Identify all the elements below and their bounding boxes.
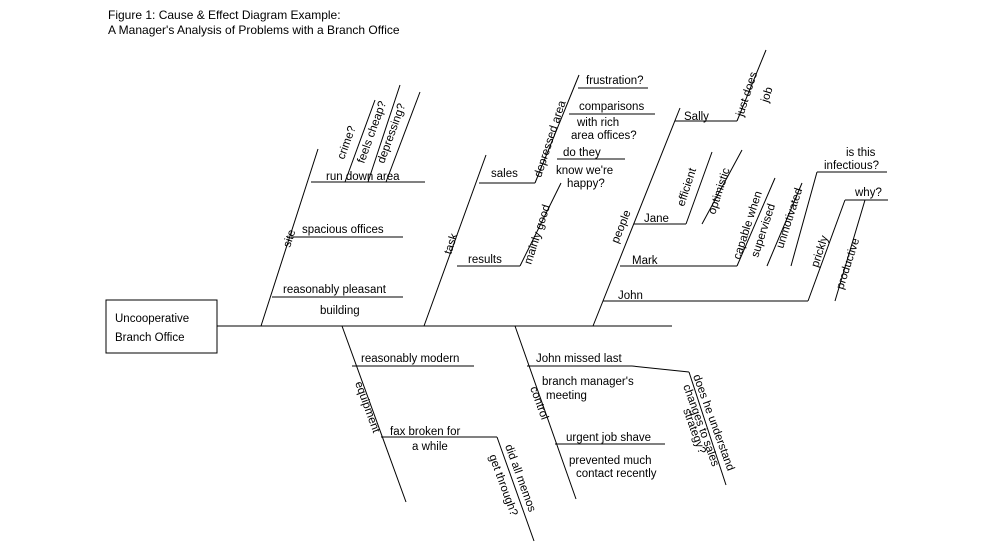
- comparisons-label-2: with rich: [576, 117, 619, 129]
- control-bone: [514, 325, 577, 500]
- depressing-line: [385, 91, 421, 183]
- prevented-label-2: contact recently: [576, 468, 657, 480]
- frustration-label: frustration?: [586, 75, 644, 87]
- site-bone: [260, 148, 319, 327]
- john-label: John: [618, 290, 643, 302]
- efficient-label: efficient: [675, 166, 699, 208]
- people-label: people: [610, 209, 634, 246]
- effect-box: [105, 299, 218, 354]
- do-they-label-3: happy?: [567, 178, 605, 190]
- is-this-line: [790, 171, 818, 267]
- reasonably-modern-label: reasonably modern: [361, 353, 459, 365]
- unmotivated-line: [766, 182, 803, 267]
- sales-label: sales: [491, 168, 518, 180]
- run-down-area-label: run down area: [326, 171, 400, 183]
- feels-cheap-line: [367, 84, 401, 183]
- why-label: why?: [854, 187, 882, 199]
- depressed-area-line: [534, 74, 580, 184]
- equipment-label: equipment: [352, 380, 382, 435]
- john-missed-label: John missed last: [536, 353, 622, 365]
- productive-line: [834, 199, 866, 302]
- comparisons-label-1: comparisons: [579, 101, 644, 113]
- do-they-label-2: know we're: [556, 165, 613, 177]
- effect-label-line2: Branch Office: [115, 332, 184, 344]
- memos-line: [496, 436, 535, 542]
- fax-label-1: fax broken for: [390, 426, 460, 438]
- just-does-label: just does: [734, 70, 760, 119]
- optimistic-label: optimistic: [706, 166, 732, 216]
- just-does-line: [736, 49, 767, 122]
- people-bone: [592, 107, 681, 327]
- is-this-label: is this: [846, 147, 876, 159]
- branch-manager-label-1: branch manager's: [542, 376, 634, 388]
- mark-label: Mark: [632, 255, 658, 267]
- jane-label: Jane: [644, 213, 669, 225]
- comparisons-label-3: area offices?: [571, 130, 637, 142]
- effect-label-line1: Uncooperative: [115, 313, 189, 325]
- equipment-bone: [341, 325, 407, 503]
- task-bone: [423, 154, 487, 327]
- crime-line: [344, 99, 376, 183]
- mainly-good-label: mainly good: [522, 203, 553, 266]
- do-they-label-1: do they: [563, 147, 601, 159]
- building-label: building: [320, 305, 360, 317]
- productive-label: productive: [834, 237, 862, 291]
- optimistic-line: [701, 149, 743, 225]
- site-label: site: [281, 228, 298, 249]
- figure-title-line2: A Manager's Analysis of Problems with a …: [108, 23, 400, 37]
- unmotivated-label: unmotivated: [774, 187, 805, 250]
- prevented-label-1: prevented much: [569, 455, 651, 467]
- branch-manager-label-2: meeting: [546, 390, 587, 402]
- task-label: task: [442, 232, 460, 256]
- prickly-label: prickly: [809, 234, 831, 269]
- spacious-offices-label: spacious offices: [302, 224, 384, 236]
- prickly-line: [807, 199, 846, 302]
- urgent-label: urgent job shave: [566, 432, 651, 444]
- job-label: job: [759, 86, 775, 105]
- reasonably-pleasant-label: reasonably pleasant: [283, 284, 387, 296]
- figure-title-line1: Figure 1: Cause & Effect Diagram Example…: [108, 8, 341, 22]
- sally-label: Sally: [684, 111, 709, 123]
- branch-connector-line: [631, 365, 690, 373]
- does-he-line: [688, 371, 727, 486]
- infectious-label: infectious?: [824, 160, 879, 172]
- mainly-good-line: [519, 182, 562, 267]
- fax-label-2: a while: [412, 441, 448, 453]
- capable-when-line: [736, 177, 776, 267]
- results-label: results: [468, 254, 502, 266]
- efficient-line: [685, 151, 713, 225]
